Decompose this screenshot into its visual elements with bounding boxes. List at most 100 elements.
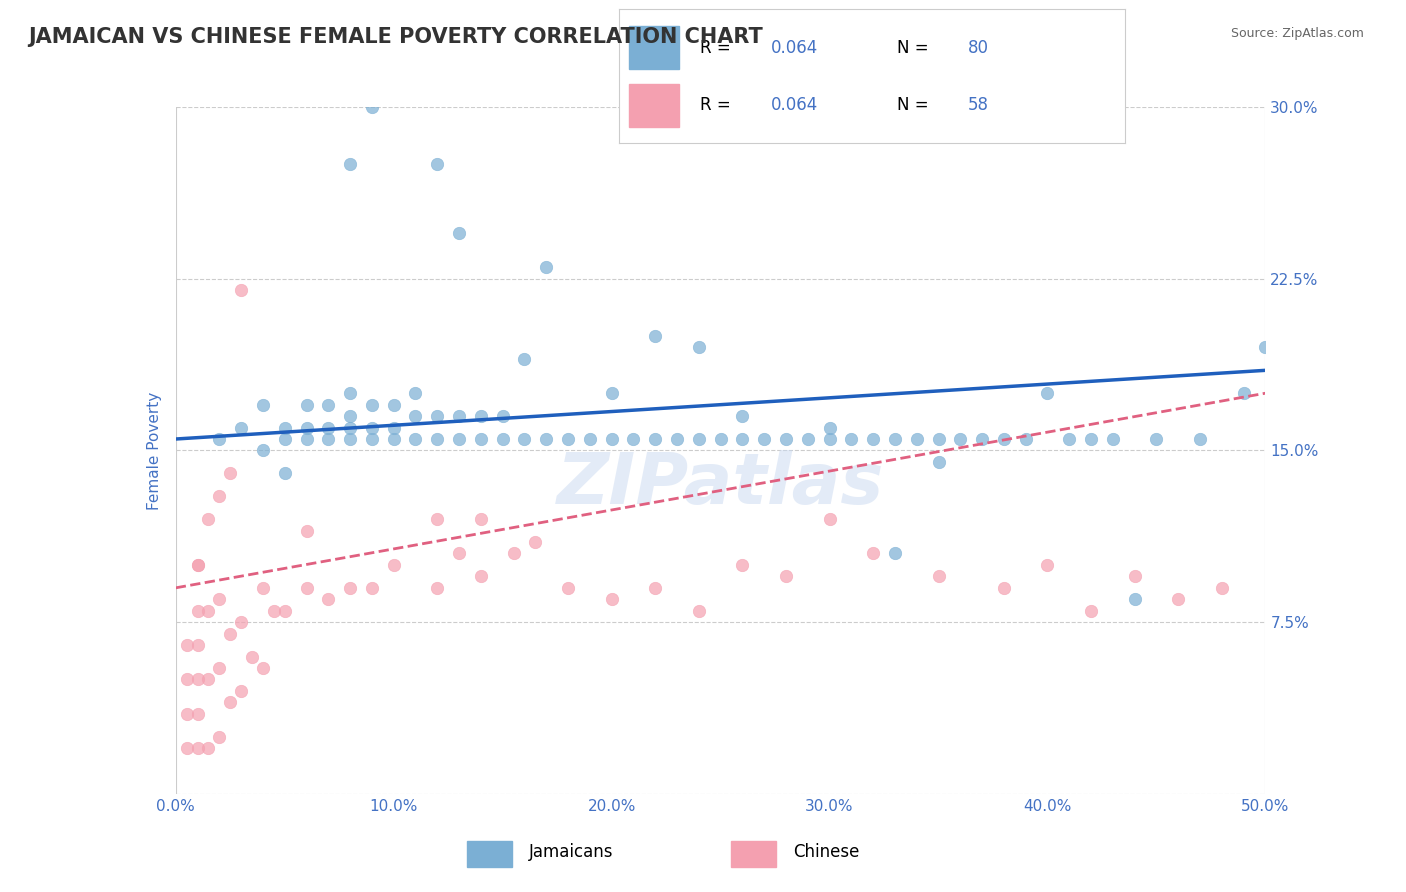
FancyBboxPatch shape bbox=[467, 840, 512, 867]
Point bbox=[176, 741, 198, 756]
Point bbox=[1123, 569, 1146, 583]
Point bbox=[208, 489, 231, 503]
Text: 0.064: 0.064 bbox=[770, 38, 818, 57]
Point bbox=[1167, 592, 1189, 607]
Point bbox=[186, 741, 209, 756]
Point bbox=[470, 512, 492, 526]
FancyBboxPatch shape bbox=[731, 840, 776, 867]
Point bbox=[579, 432, 602, 446]
Point bbox=[1036, 386, 1059, 401]
Point bbox=[382, 398, 405, 412]
Point bbox=[818, 420, 841, 434]
Point bbox=[208, 432, 231, 446]
Point bbox=[263, 604, 285, 618]
Point bbox=[318, 432, 340, 446]
Point bbox=[231, 683, 253, 698]
Point bbox=[208, 592, 231, 607]
Point bbox=[186, 604, 209, 618]
Point bbox=[470, 569, 492, 583]
Point bbox=[1015, 432, 1038, 446]
Point bbox=[688, 604, 710, 618]
Text: Source: ZipAtlas.com: Source: ZipAtlas.com bbox=[1230, 27, 1364, 40]
Point bbox=[219, 467, 242, 481]
Point bbox=[339, 432, 361, 446]
Point bbox=[928, 455, 950, 469]
Point bbox=[274, 604, 297, 618]
Point bbox=[600, 386, 623, 401]
Point bbox=[688, 340, 710, 354]
Text: R =: R = bbox=[700, 38, 735, 57]
Point bbox=[502, 546, 524, 561]
Point bbox=[1254, 340, 1277, 354]
Text: 0.064: 0.064 bbox=[770, 96, 818, 114]
Point bbox=[644, 329, 666, 343]
Point bbox=[1057, 432, 1080, 446]
Point bbox=[993, 581, 1015, 595]
Point bbox=[405, 432, 427, 446]
Point bbox=[339, 581, 361, 595]
Point bbox=[688, 432, 710, 446]
Point bbox=[318, 592, 340, 607]
Point bbox=[884, 432, 907, 446]
Point bbox=[1036, 558, 1059, 572]
Point bbox=[928, 432, 950, 446]
Point bbox=[231, 283, 253, 297]
Point bbox=[197, 741, 219, 756]
Point bbox=[1211, 581, 1233, 595]
FancyBboxPatch shape bbox=[628, 26, 679, 69]
Point bbox=[524, 535, 547, 549]
Point bbox=[1232, 386, 1256, 401]
Point bbox=[197, 604, 219, 618]
Point bbox=[862, 432, 884, 446]
Point bbox=[295, 524, 318, 538]
Point bbox=[775, 569, 797, 583]
Point bbox=[862, 546, 884, 561]
Point bbox=[360, 420, 382, 434]
Point bbox=[360, 581, 382, 595]
Text: N =: N = bbox=[897, 96, 934, 114]
Point bbox=[295, 398, 318, 412]
Point bbox=[186, 558, 209, 572]
Y-axis label: Female Poverty: Female Poverty bbox=[146, 392, 162, 509]
Point bbox=[274, 467, 297, 481]
Point bbox=[186, 673, 209, 687]
Point bbox=[534, 260, 557, 275]
Point bbox=[841, 432, 863, 446]
Point bbox=[405, 386, 427, 401]
Point bbox=[231, 420, 253, 434]
Point bbox=[186, 706, 209, 721]
Point bbox=[534, 432, 557, 446]
Point bbox=[252, 443, 274, 458]
Point bbox=[710, 432, 733, 446]
Point bbox=[339, 420, 361, 434]
Point bbox=[447, 432, 470, 446]
Point bbox=[470, 409, 492, 424]
Point bbox=[231, 615, 253, 630]
Point bbox=[208, 730, 231, 744]
Point bbox=[426, 157, 449, 171]
Point bbox=[405, 409, 427, 424]
Text: 58: 58 bbox=[967, 96, 988, 114]
Point bbox=[557, 581, 579, 595]
Text: Chinese: Chinese bbox=[793, 843, 859, 861]
Point bbox=[470, 432, 492, 446]
Point bbox=[426, 581, 449, 595]
Point bbox=[339, 157, 361, 171]
Point bbox=[382, 558, 405, 572]
Point bbox=[492, 432, 515, 446]
Point bbox=[240, 649, 263, 664]
Point bbox=[339, 409, 361, 424]
Point bbox=[731, 409, 754, 424]
Point bbox=[621, 432, 644, 446]
Point bbox=[447, 226, 470, 240]
Point bbox=[176, 673, 198, 687]
Point bbox=[426, 432, 449, 446]
Point bbox=[318, 420, 340, 434]
Text: JAMAICAN VS CHINESE FEMALE POVERTY CORRELATION CHART: JAMAICAN VS CHINESE FEMALE POVERTY CORRE… bbox=[28, 27, 763, 46]
Point bbox=[339, 386, 361, 401]
Point bbox=[252, 581, 274, 595]
Point bbox=[447, 546, 470, 561]
Point bbox=[295, 420, 318, 434]
Point bbox=[600, 592, 623, 607]
Text: 80: 80 bbox=[967, 38, 988, 57]
